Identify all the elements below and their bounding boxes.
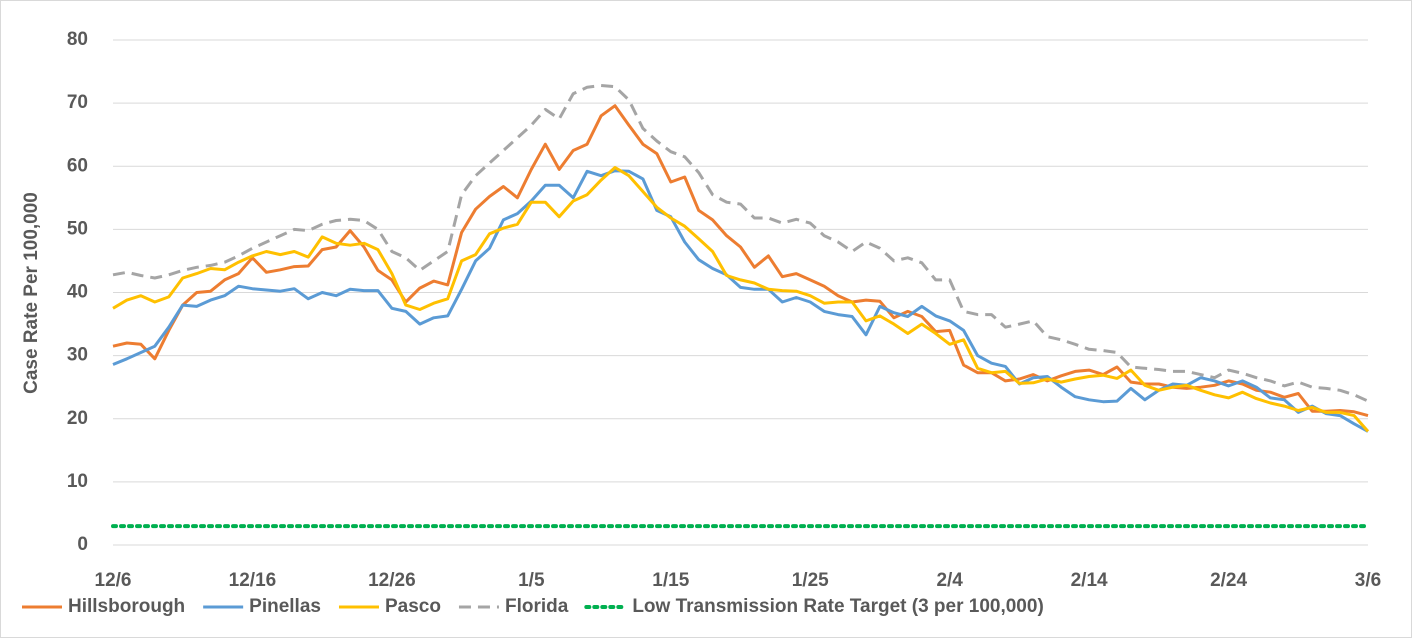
legend-label: Low Transmission Rate Target (3 per 100,…: [632, 596, 1043, 617]
x-tick-label: 12/16: [229, 570, 277, 591]
y-axis-label: Case Rate Per 100,000: [21, 192, 42, 394]
x-tick-label: 2/4: [936, 570, 963, 591]
y-tick-label: 20: [67, 408, 88, 429]
x-tick-label: 3/6: [1355, 570, 1381, 591]
y-tick-label: 0: [77, 534, 88, 555]
legend-label: Pinellas: [249, 596, 321, 617]
legend-label: Hillsborough: [68, 596, 185, 617]
y-tick-label: 60: [67, 155, 88, 176]
x-tick-label: 1/25: [792, 570, 829, 591]
x-tick-label: 1/15: [652, 570, 689, 591]
legend-label: Florida: [505, 596, 569, 617]
x-tick-label: 2/24: [1210, 570, 1247, 591]
y-tick-label: 50: [67, 218, 88, 239]
series-line: [112, 104, 1369, 418]
series-line: [112, 166, 1370, 433]
x-tick-label: 12/26: [368, 570, 416, 591]
x-tick-label: 2/14: [1071, 570, 1108, 591]
series-line: [112, 84, 1369, 403]
legend-label: Pasco: [385, 596, 441, 617]
y-tick-label: 10: [67, 471, 88, 492]
y-tick-label: 70: [67, 92, 88, 113]
y-tick-label: 40: [67, 282, 88, 303]
y-tick-label: 30: [67, 345, 88, 366]
x-tick-label: 12/6: [95, 570, 132, 591]
x-tick-label: 1/5: [518, 570, 545, 591]
y-tick-label: 80: [67, 29, 88, 50]
